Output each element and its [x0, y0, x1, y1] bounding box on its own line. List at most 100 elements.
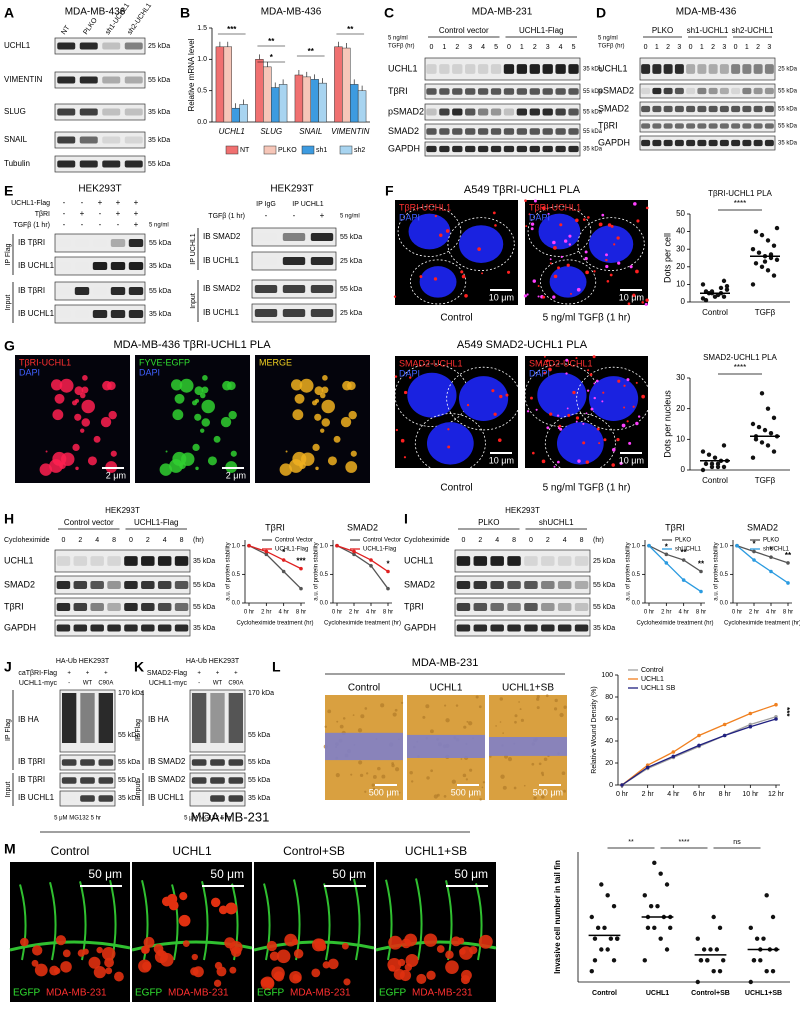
blot-band: [73, 624, 88, 632]
blot-band: [542, 108, 553, 116]
tumor-cell: [179, 892, 188, 901]
series-point: [264, 549, 269, 554]
data-point: [698, 958, 704, 963]
cell-texture: [364, 707, 368, 710]
nucleus: [458, 376, 509, 421]
blot-band: [503, 145, 515, 153]
channel-label: SMAD2-UCHL1: [399, 358, 463, 368]
cell-outline: [544, 413, 616, 474]
lane-label: 4: [163, 537, 167, 544]
panel-letter: K: [134, 659, 144, 675]
fish-image: [10, 862, 130, 1002]
condition-sign: +: [98, 198, 103, 207]
data-point: [592, 936, 598, 941]
lane-label: 2: [546, 537, 550, 544]
blot: [639, 119, 776, 133]
series-point: [247, 543, 251, 548]
blot-band: [674, 64, 684, 74]
vesicle: [194, 398, 199, 403]
condition-label: UCHL1-Flag: [11, 200, 50, 207]
vesicle: [108, 410, 117, 420]
row-label: pSMAD2: [388, 106, 424, 116]
pla-dot: [584, 250, 588, 254]
blot-band: [557, 624, 572, 632]
pla-dot: [460, 270, 464, 274]
pla-dot: [419, 275, 423, 279]
blot: [454, 549, 591, 573]
pla-dot: [585, 412, 588, 415]
panel-letter: E: [4, 183, 13, 199]
pla-dot: [617, 261, 621, 265]
data-point: [664, 882, 670, 887]
row-label: IB TβRI: [18, 286, 45, 295]
image-caption: UCHL1+SB: [502, 683, 554, 694]
y-tick-label: 1.0: [232, 543, 241, 549]
y-tick-label: 1.0: [197, 56, 207, 63]
pla-dot: [582, 422, 585, 425]
blot-band: [98, 777, 114, 784]
blot-band: [61, 777, 77, 784]
blot-band: [439, 128, 450, 135]
data-point: [756, 424, 762, 430]
lane-label: 2: [78, 537, 82, 544]
condition-sign: +: [320, 211, 325, 220]
blot-band: [742, 139, 752, 147]
pla-dot: [559, 427, 563, 431]
sig-label: *: [386, 560, 390, 569]
tumor-cell: [445, 960, 459, 974]
vesicle: [322, 375, 328, 381]
cell-texture: [392, 712, 397, 717]
size-label: 55 kDa: [778, 89, 798, 95]
cell-texture: [500, 774, 505, 779]
blot-band: [742, 64, 752, 74]
blot-band: [228, 795, 244, 802]
bar: [357, 90, 367, 123]
condition-label: TGFβ (1 hr): [208, 213, 245, 220]
condition-sign: -: [117, 220, 120, 229]
x-tick-label: SNAIL: [299, 127, 322, 136]
data-point: [765, 406, 771, 411]
blot-band: [56, 624, 71, 632]
image-caption: UCHL1: [172, 844, 212, 858]
pla-dot: [616, 438, 620, 442]
pla-dot: [403, 390, 408, 395]
data-point: [695, 936, 700, 941]
x-tick-label: 0 hr: [644, 610, 654, 616]
vesicle: [201, 418, 211, 427]
legend-label: PLKO: [675, 538, 691, 544]
blot-band: [503, 64, 515, 74]
lane-label: 0: [644, 44, 648, 51]
condition-sign: -: [81, 198, 84, 207]
sig-label: ****: [679, 839, 690, 846]
vesicle: [321, 399, 335, 414]
blot-band: [174, 556, 189, 566]
data-point: [721, 958, 726, 963]
blot-band: [452, 108, 463, 116]
wound-gap: [489, 737, 567, 756]
pla-dot: [572, 390, 576, 395]
series-point: [335, 543, 339, 548]
cell-texture: [394, 708, 398, 712]
lane-label: 0: [689, 44, 693, 51]
series-line: [336, 545, 389, 573]
blot-band: [503, 128, 515, 135]
blot-band: [141, 556, 155, 566]
condition-sign: +: [116, 198, 121, 207]
cell-outline: [576, 366, 651, 431]
x-tick-label: Control+SB: [691, 990, 730, 997]
pla-dot: [610, 224, 614, 228]
condition-sign: -: [68, 681, 70, 687]
channel-label: SMAD2-UCHL1: [529, 358, 593, 368]
vessel: [263, 883, 271, 961]
vesicle: [81, 386, 89, 394]
condition-label: UCHL1-myc: [149, 680, 188, 687]
condition-sign: +: [234, 671, 238, 677]
condition-label: SMAD2-Flag: [147, 670, 187, 677]
row-label: IB SMAD2: [148, 757, 186, 766]
row-label: GAPDH: [388, 143, 420, 153]
cell-texture: [465, 778, 468, 781]
vesicle: [106, 381, 116, 391]
vesicle: [74, 386, 84, 396]
y-axis-label: a.u. of protein stability: [714, 542, 720, 600]
blot-band: [719, 123, 729, 129]
